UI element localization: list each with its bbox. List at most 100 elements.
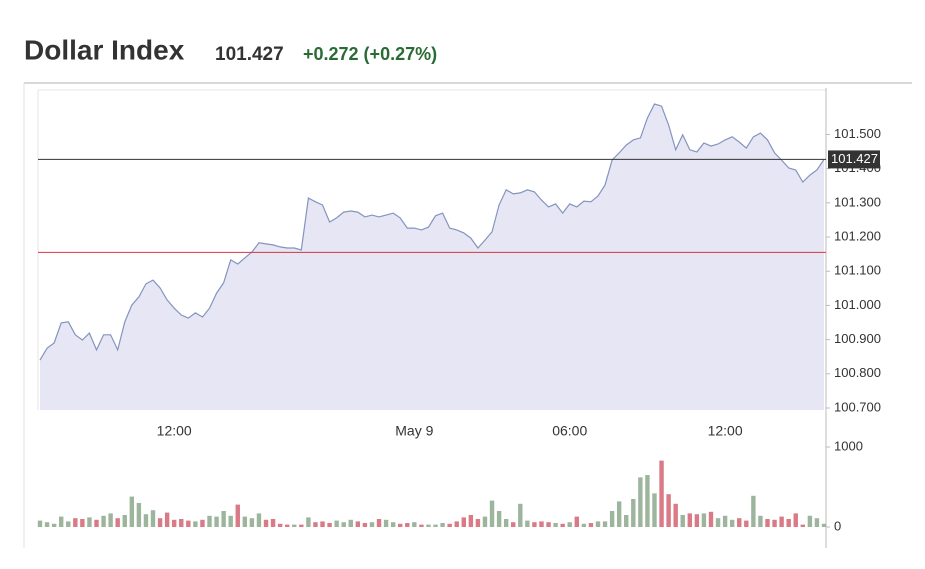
volume-bar [553,523,558,527]
volume-bar [412,522,417,527]
volume-bar [235,504,240,527]
volume-bar [369,522,375,527]
volume-bar [355,521,361,527]
volume-bar [256,513,262,527]
volume-bar [270,519,276,527]
volume-bar [341,522,346,527]
volume-bar [440,523,445,527]
volume-bar [186,520,191,527]
volume-bar [263,519,269,527]
volume-bar [616,501,622,527]
volume-bar [588,523,594,527]
volume-bar [433,524,438,527]
y-tick-label: 101.200 [834,228,881,243]
volume-bar [518,503,523,527]
volume-bar [115,518,120,527]
price-panel: Investing.com100.700100.800100.900101.00… [38,103,881,439]
volume-bar [638,477,643,527]
volume-bar [595,521,601,527]
area-fill [40,104,824,410]
volume-bar [362,523,368,527]
volume-bar [779,516,784,527]
volume-bar [299,524,304,527]
y-tick-label: 101.300 [834,194,881,209]
volume-bar [666,494,671,527]
volume-bar [277,523,283,527]
volume-bar [313,522,318,527]
volume-bar [179,519,184,527]
volume-bar [758,515,763,527]
volume-bar [602,521,608,527]
volume-bar [157,518,163,527]
volume-bar [426,524,431,527]
volume-bar [821,523,827,527]
y-tick-label: 101.100 [834,263,881,278]
volume-bar [673,503,678,527]
volume-bar [687,513,693,527]
volume-bar [129,496,135,527]
last-price-label: 101.427 [831,151,878,166]
volume-bar [624,515,629,527]
volume-bar [807,515,813,527]
volume-bar [200,519,205,527]
volume-bar [765,519,770,527]
volume-bar [108,513,113,527]
volume-bar [574,516,579,527]
change: +0.272 (+0.27%) [303,44,437,64]
volume-bar [729,519,735,527]
volume-bar [447,523,452,527]
volume-bar [44,522,50,527]
y-tick-label: 1000 [834,438,863,453]
volume-bar [475,519,481,527]
y-tick-label: 100.700 [834,399,881,414]
volume-bar [376,519,382,527]
volume-bar [390,522,396,527]
volume-bar [143,514,149,527]
y-tick-label: 0 [834,518,841,533]
volume-bar [482,516,488,527]
x-tick-label: May 9 [395,423,433,439]
volume-bar [609,511,615,527]
volume-bar [489,500,495,527]
volume-bar [94,519,99,527]
volume-bar [793,513,798,527]
volume-bar [306,517,311,527]
volume-bar [722,515,728,527]
y-tick-label: 100.800 [834,365,881,380]
volume-bar [334,520,339,527]
volume-bar [285,524,290,527]
volume-bar [546,522,551,527]
volume-bar [150,510,156,527]
volume-bar [525,520,530,527]
volume-bar [193,521,198,527]
volume-bar [249,518,255,527]
y-tick-label: 100.900 [834,331,881,346]
volume-bar [814,518,820,527]
volume-panel: 0 1000 [37,438,863,533]
volume-bar [631,499,636,527]
volume-bar [171,519,177,527]
volume-bar [87,517,92,527]
volume-bar [101,515,106,527]
volume-bar [348,519,353,527]
volume-bar [398,523,403,527]
volume-bar [694,514,700,527]
volume-bar [645,475,650,527]
volume-bar [292,524,297,527]
volume-bar [496,511,502,527]
x-tick-label: 06:00 [552,423,587,439]
volume-bar [327,523,332,527]
volume-bar [214,516,219,527]
volume-bar [772,519,777,527]
last-price-tag [828,150,880,169]
y-tick-label: 101.500 [834,126,881,141]
volume-bar [744,520,749,527]
volume-bar [680,515,685,527]
volume-bar [567,522,572,527]
volume-bar [454,521,459,527]
volume-bar [715,518,721,527]
volume-bar [221,511,226,527]
volume-bar [80,519,85,527]
